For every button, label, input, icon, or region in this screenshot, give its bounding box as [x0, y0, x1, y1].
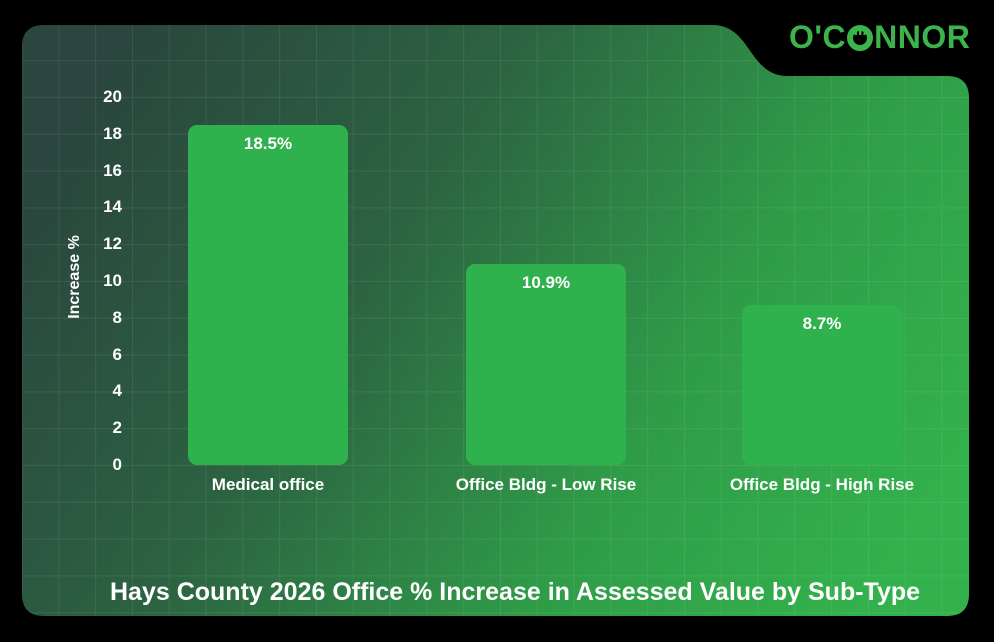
y-tick-label-0: 0 — [112, 455, 122, 474]
bar-value-label-medical-office: 18.5% — [243, 133, 293, 153]
y-tick-label-18: 18 — [103, 123, 122, 143]
y-tick-label-4: 4 — [112, 381, 122, 401]
y-tick-label-16: 16 — [103, 160, 122, 180]
y-tick-label-2: 2 — [112, 418, 122, 438]
bar-value-label-office-bldg-low-rise: 10.9% — [521, 273, 571, 293]
x-category-label-office-bldg-high-rise: Office Bldg - High Rise — [729, 475, 915, 494]
y-tick-label-20: 20 — [103, 87, 122, 106]
y-tick-label-10: 10 — [103, 271, 122, 290]
oconnor-logo-text-right: NNOR — [874, 18, 971, 55]
oconnor-logo-text-left: O'C — [789, 18, 847, 55]
x-category-label-medical-office: Medical office — [211, 475, 325, 494]
y-tick-label-14: 14 — [103, 197, 122, 217]
x-category-label-office-bldg-low-rise: Office Bldg - Low Rise — [455, 475, 637, 494]
oconnor-logo: O'C NNOR — [789, 18, 971, 55]
y-tick-label-8: 8 — [112, 307, 122, 327]
bar-office-bldg-high-rise: 8.7% — [742, 304, 902, 465]
y-tick-label-12: 12 — [103, 234, 122, 254]
bar-value-label-office-bldg-high-rise: 8.7% — [802, 313, 842, 333]
bar-office-bldg-low-rise: 10.9% — [466, 264, 626, 465]
y-tick-label-6: 6 — [112, 344, 122, 364]
chart-title: Hays County 2026 Office % Increase in As… — [110, 578, 921, 606]
bar-medical-office: 18.5% — [188, 124, 348, 465]
oconnor-logo-o-icon — [847, 25, 874, 51]
